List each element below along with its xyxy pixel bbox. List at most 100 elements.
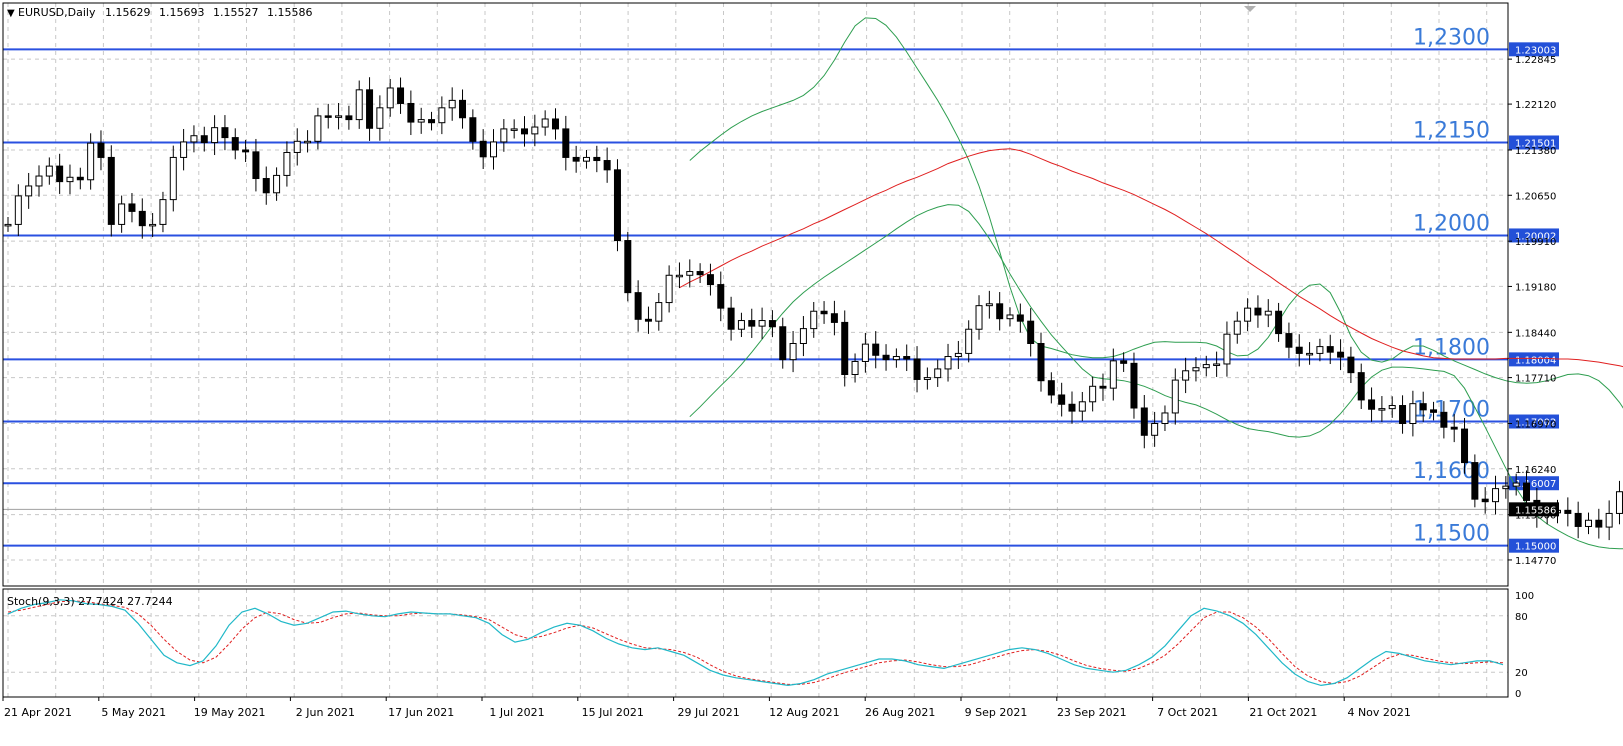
ohlc-open: 1.15629 (105, 6, 151, 19)
stoch-tick-label: 80 (1515, 612, 1528, 623)
candle-body (1430, 409, 1438, 413)
candle-body (324, 115, 332, 118)
y-tick-label: 1.16240 (1515, 465, 1556, 476)
y-tick-label: 1.20650 (1515, 191, 1556, 202)
scroll-marker-icon[interactable] (1244, 6, 1256, 12)
x-tick-label: 12 Aug 2021 (769, 706, 839, 719)
level-tag-box (1509, 414, 1559, 429)
candle-body (810, 310, 818, 330)
candle-body (841, 321, 849, 376)
candle-body (1006, 314, 1014, 320)
y-tick-label: 1.22120 (1515, 100, 1556, 111)
candle-body (913, 358, 921, 380)
candle-body (128, 203, 136, 212)
level-label: 1,2000 (1413, 211, 1490, 236)
candle-body (541, 118, 549, 128)
candle-body (386, 87, 394, 109)
candle-body (335, 115, 343, 118)
x-tick-label: 21 Oct 2021 (1249, 706, 1317, 719)
candle-body (675, 274, 683, 278)
candle-body (1068, 403, 1076, 412)
candle-body (975, 305, 983, 330)
candle-body (87, 142, 95, 181)
candle-body (459, 99, 467, 119)
candle-body (717, 284, 725, 309)
candle-body (355, 89, 363, 121)
stochastic-lines (7, 599, 1504, 687)
candle-body (314, 115, 322, 142)
level-tag-box (1509, 42, 1559, 57)
candle-body (76, 176, 84, 181)
candle-body (665, 274, 673, 304)
candle-body (45, 165, 53, 177)
candle-body (479, 140, 487, 158)
candle-body (820, 310, 828, 315)
candle-body (634, 292, 642, 320)
ohlc-low: 1.15527 (213, 6, 259, 19)
candle-body (417, 119, 425, 123)
candle-body (1244, 307, 1252, 322)
stoch-grid (3, 589, 1508, 697)
price-axis: 1.22845 1.22120 1.21380 1.20650 1.19910 1.191… (1508, 55, 1559, 567)
candle-body (35, 175, 43, 187)
candle-body (1347, 356, 1355, 374)
candle-body (1399, 405, 1407, 425)
candle-body (1171, 379, 1179, 414)
level-label: 1,1600 (1413, 459, 1490, 484)
candle-body (1450, 426, 1458, 430)
candle-body (438, 107, 446, 124)
candle-body (944, 356, 952, 370)
x-tick-label: 21 Apr 2021 (4, 706, 72, 719)
candle-body (1254, 307, 1262, 316)
candle-body (758, 320, 766, 327)
candle-body (407, 102, 415, 123)
candle-body (1058, 394, 1066, 405)
candle-body (582, 156, 590, 162)
candle-body (521, 128, 528, 135)
candle-body (727, 307, 735, 330)
candle-body (1202, 364, 1210, 369)
candle-body (934, 368, 942, 379)
candle-body (830, 313, 838, 323)
candle-body (138, 210, 146, 227)
candle-body (1233, 320, 1241, 335)
stoch-tick-label: 100 (1515, 591, 1534, 602)
y-tick-label: 1.14770 (1515, 556, 1556, 567)
level-tag: 1.18004 (1515, 355, 1556, 366)
candle-body (1564, 509, 1572, 514)
candle-body (1357, 372, 1365, 401)
candle-body (469, 117, 477, 142)
candle-body (1192, 367, 1200, 372)
candle-body (1615, 491, 1623, 514)
candle-body (1492, 488, 1500, 503)
candle-body (283, 151, 291, 176)
y-tick-label: 1.17710 (1515, 374, 1556, 385)
candle-body (644, 318, 652, 322)
candle-body (1605, 512, 1613, 528)
candle-body (1285, 333, 1293, 348)
candle-body (686, 271, 694, 276)
candle-body (500, 128, 508, 143)
candle-body (428, 119, 436, 124)
moving-average-line (679, 148, 1623, 368)
level-tag: 1.17002 (1515, 418, 1556, 429)
candle-body (262, 178, 270, 194)
current-price-label: 1.15586 (1515, 505, 1556, 516)
candle-body (376, 107, 384, 129)
candle-body (366, 89, 374, 129)
chart-header-arrow[interactable]: ▼ (7, 8, 15, 19)
horizontal-levels: 1,23001.230031,21501.215011,20001.200021… (3, 25, 1559, 553)
candle-body (159, 199, 167, 225)
x-tick-label: 9 Sep 2021 (965, 706, 1028, 719)
candle-body (562, 128, 570, 158)
x-tick-label: 1 Jul 2021 (489, 706, 544, 719)
level-label: 1,1500 (1413, 522, 1490, 547)
level-tag-box (1509, 228, 1559, 243)
bollinger-lower (689, 204, 1623, 550)
candle-body (1337, 351, 1345, 358)
candle-body (221, 127, 229, 139)
candle-body (1378, 408, 1386, 411)
y-tick-label: 1.19180 (1515, 282, 1556, 293)
